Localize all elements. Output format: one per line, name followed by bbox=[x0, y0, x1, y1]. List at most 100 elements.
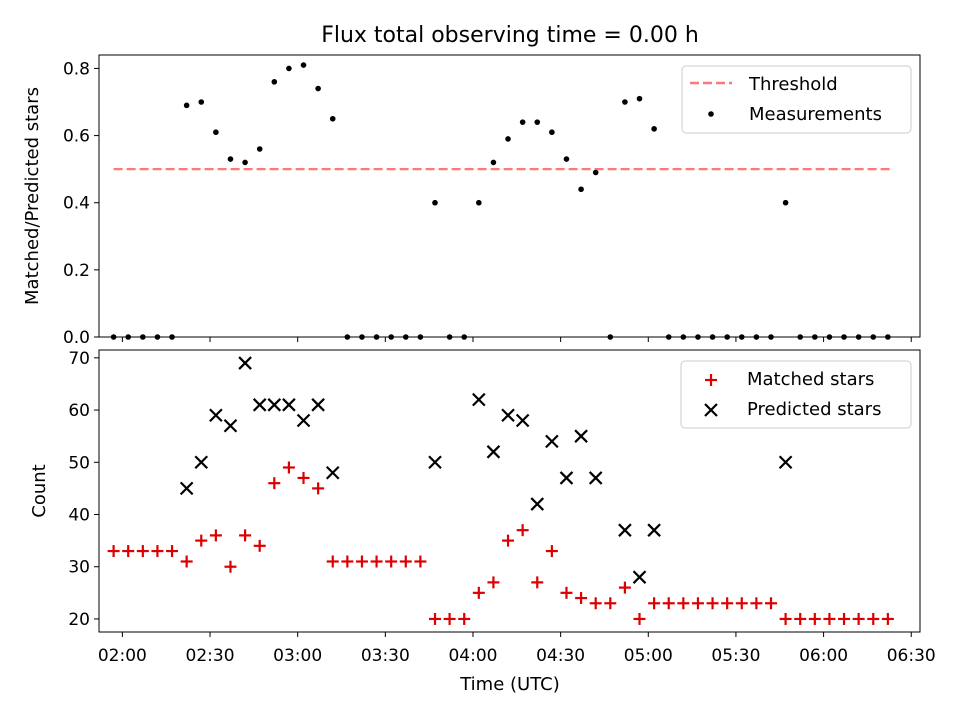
matched-point bbox=[239, 529, 252, 542]
x-tick-label: 04:00 bbox=[448, 646, 497, 666]
matched-point bbox=[180, 555, 193, 568]
x-stroke-b bbox=[778, 455, 793, 470]
matched-point bbox=[633, 612, 646, 625]
x-stroke-b bbox=[574, 429, 588, 443]
predicted-point bbox=[223, 418, 238, 433]
measurement-point bbox=[490, 159, 497, 166]
x-axis-label: Time (UTC) bbox=[459, 674, 560, 695]
measurement-point bbox=[256, 146, 263, 152]
top-legend-box bbox=[681, 65, 912, 134]
x-stroke-b bbox=[501, 408, 515, 423]
predicted-point bbox=[179, 481, 194, 496]
bottom-legend: Matched stars Predicted stars bbox=[680, 360, 912, 429]
predicted-point bbox=[559, 471, 574, 485]
matched-point bbox=[502, 534, 515, 547]
matched-point bbox=[735, 597, 748, 610]
matched-point bbox=[706, 597, 719, 610]
predicted-point bbox=[647, 523, 661, 537]
bottom-y-tick-label: 50 bbox=[68, 453, 90, 473]
matched-point bbox=[881, 612, 894, 625]
measurement-point bbox=[549, 129, 555, 136]
x-stroke-b bbox=[704, 403, 718, 417]
top-y-tick-label: 0.0 bbox=[63, 328, 90, 348]
predicted-point bbox=[574, 429, 588, 443]
x-stroke-b bbox=[252, 398, 267, 412]
x-stroke-b bbox=[209, 408, 223, 423]
predicted-point bbox=[325, 465, 340, 480]
matched-point bbox=[282, 461, 295, 474]
matched-point bbox=[428, 612, 441, 625]
top-x-axis-ticks bbox=[121, 337, 912, 342]
top-y-tick-label: 0.6 bbox=[63, 127, 90, 147]
bottom-x-axis: 02:00 02:30 03:00 03:30 04:00 04:30 05:00 05:30… bbox=[98, 632, 936, 666]
predicted-point bbox=[267, 398, 282, 412]
matched-point bbox=[545, 545, 558, 558]
measurement-point bbox=[578, 186, 584, 193]
matched-point bbox=[648, 597, 661, 610]
top-y-tick-label: 0.2 bbox=[63, 261, 90, 281]
bottom-axes-frame bbox=[98, 349, 921, 633]
matched-point bbox=[166, 545, 179, 558]
matched-point bbox=[458, 612, 471, 625]
x-stroke-b bbox=[282, 398, 296, 412]
top-y-axis: 0.0 0.2 0.4 0.6 0.8 bbox=[63, 59, 99, 348]
measurement-point bbox=[432, 199, 438, 206]
predicted-point bbox=[311, 398, 325, 412]
x-tick-label: 06:00 bbox=[799, 646, 848, 666]
matched-point bbox=[560, 586, 573, 599]
x-stroke-b bbox=[311, 398, 325, 412]
measurement-point bbox=[505, 136, 511, 142]
predicted-point bbox=[428, 455, 442, 470]
top-y-tick-label: 0.8 bbox=[63, 59, 90, 79]
matched-point bbox=[253, 539, 266, 552]
measurement-point bbox=[476, 199, 482, 206]
matched-point bbox=[472, 586, 485, 599]
measurement-point bbox=[622, 99, 628, 105]
matched-point bbox=[370, 555, 383, 568]
matched-point bbox=[443, 612, 456, 625]
predicted-point bbox=[515, 413, 530, 428]
measurement-point bbox=[782, 199, 789, 206]
x-stroke-b bbox=[618, 523, 632, 537]
matched-point bbox=[838, 612, 851, 625]
bottom-plot-area bbox=[107, 356, 894, 625]
predicted-point bbox=[296, 413, 311, 428]
matched-point bbox=[575, 592, 588, 605]
x-stroke-b bbox=[632, 570, 647, 584]
x-stroke-b bbox=[194, 455, 209, 470]
x-stroke-b bbox=[530, 497, 545, 511]
x-stroke-b bbox=[223, 418, 238, 433]
measurement-point bbox=[563, 156, 570, 162]
x-stroke-b bbox=[588, 471, 603, 485]
legend-predicted-label: Predicted stars bbox=[747, 399, 881, 420]
predicted-point bbox=[530, 497, 545, 511]
matched-point bbox=[414, 555, 427, 568]
x-stroke-b bbox=[472, 392, 486, 407]
predicted-point bbox=[194, 455, 209, 470]
x-stroke-b bbox=[559, 471, 574, 485]
bottom-y-tick-label: 20 bbox=[68, 610, 90, 630]
matched-point bbox=[589, 597, 602, 610]
x-stroke-b bbox=[647, 523, 661, 537]
measurement-point bbox=[198, 99, 205, 105]
bottom-y-tick-label: 40 bbox=[68, 506, 90, 526]
predicted-point bbox=[501, 408, 515, 423]
matched-point bbox=[312, 482, 325, 495]
bottom-y-tick-label: 30 bbox=[68, 558, 90, 578]
x-stroke-b bbox=[179, 481, 194, 496]
matched-point bbox=[399, 555, 412, 568]
matched-point bbox=[691, 597, 704, 610]
matched-point bbox=[823, 612, 836, 625]
measurement-point bbox=[592, 169, 599, 176]
x-stroke-b bbox=[545, 434, 559, 449]
measurement-point bbox=[242, 159, 248, 166]
predicted-point bbox=[632, 570, 647, 584]
matched-point bbox=[750, 597, 763, 610]
matched-point bbox=[195, 534, 208, 547]
matched-point bbox=[297, 471, 310, 484]
matched-point bbox=[779, 612, 792, 625]
measurement-point bbox=[651, 126, 657, 132]
x-tick-label: 02:00 bbox=[98, 646, 147, 666]
predicted-point bbox=[472, 392, 486, 407]
